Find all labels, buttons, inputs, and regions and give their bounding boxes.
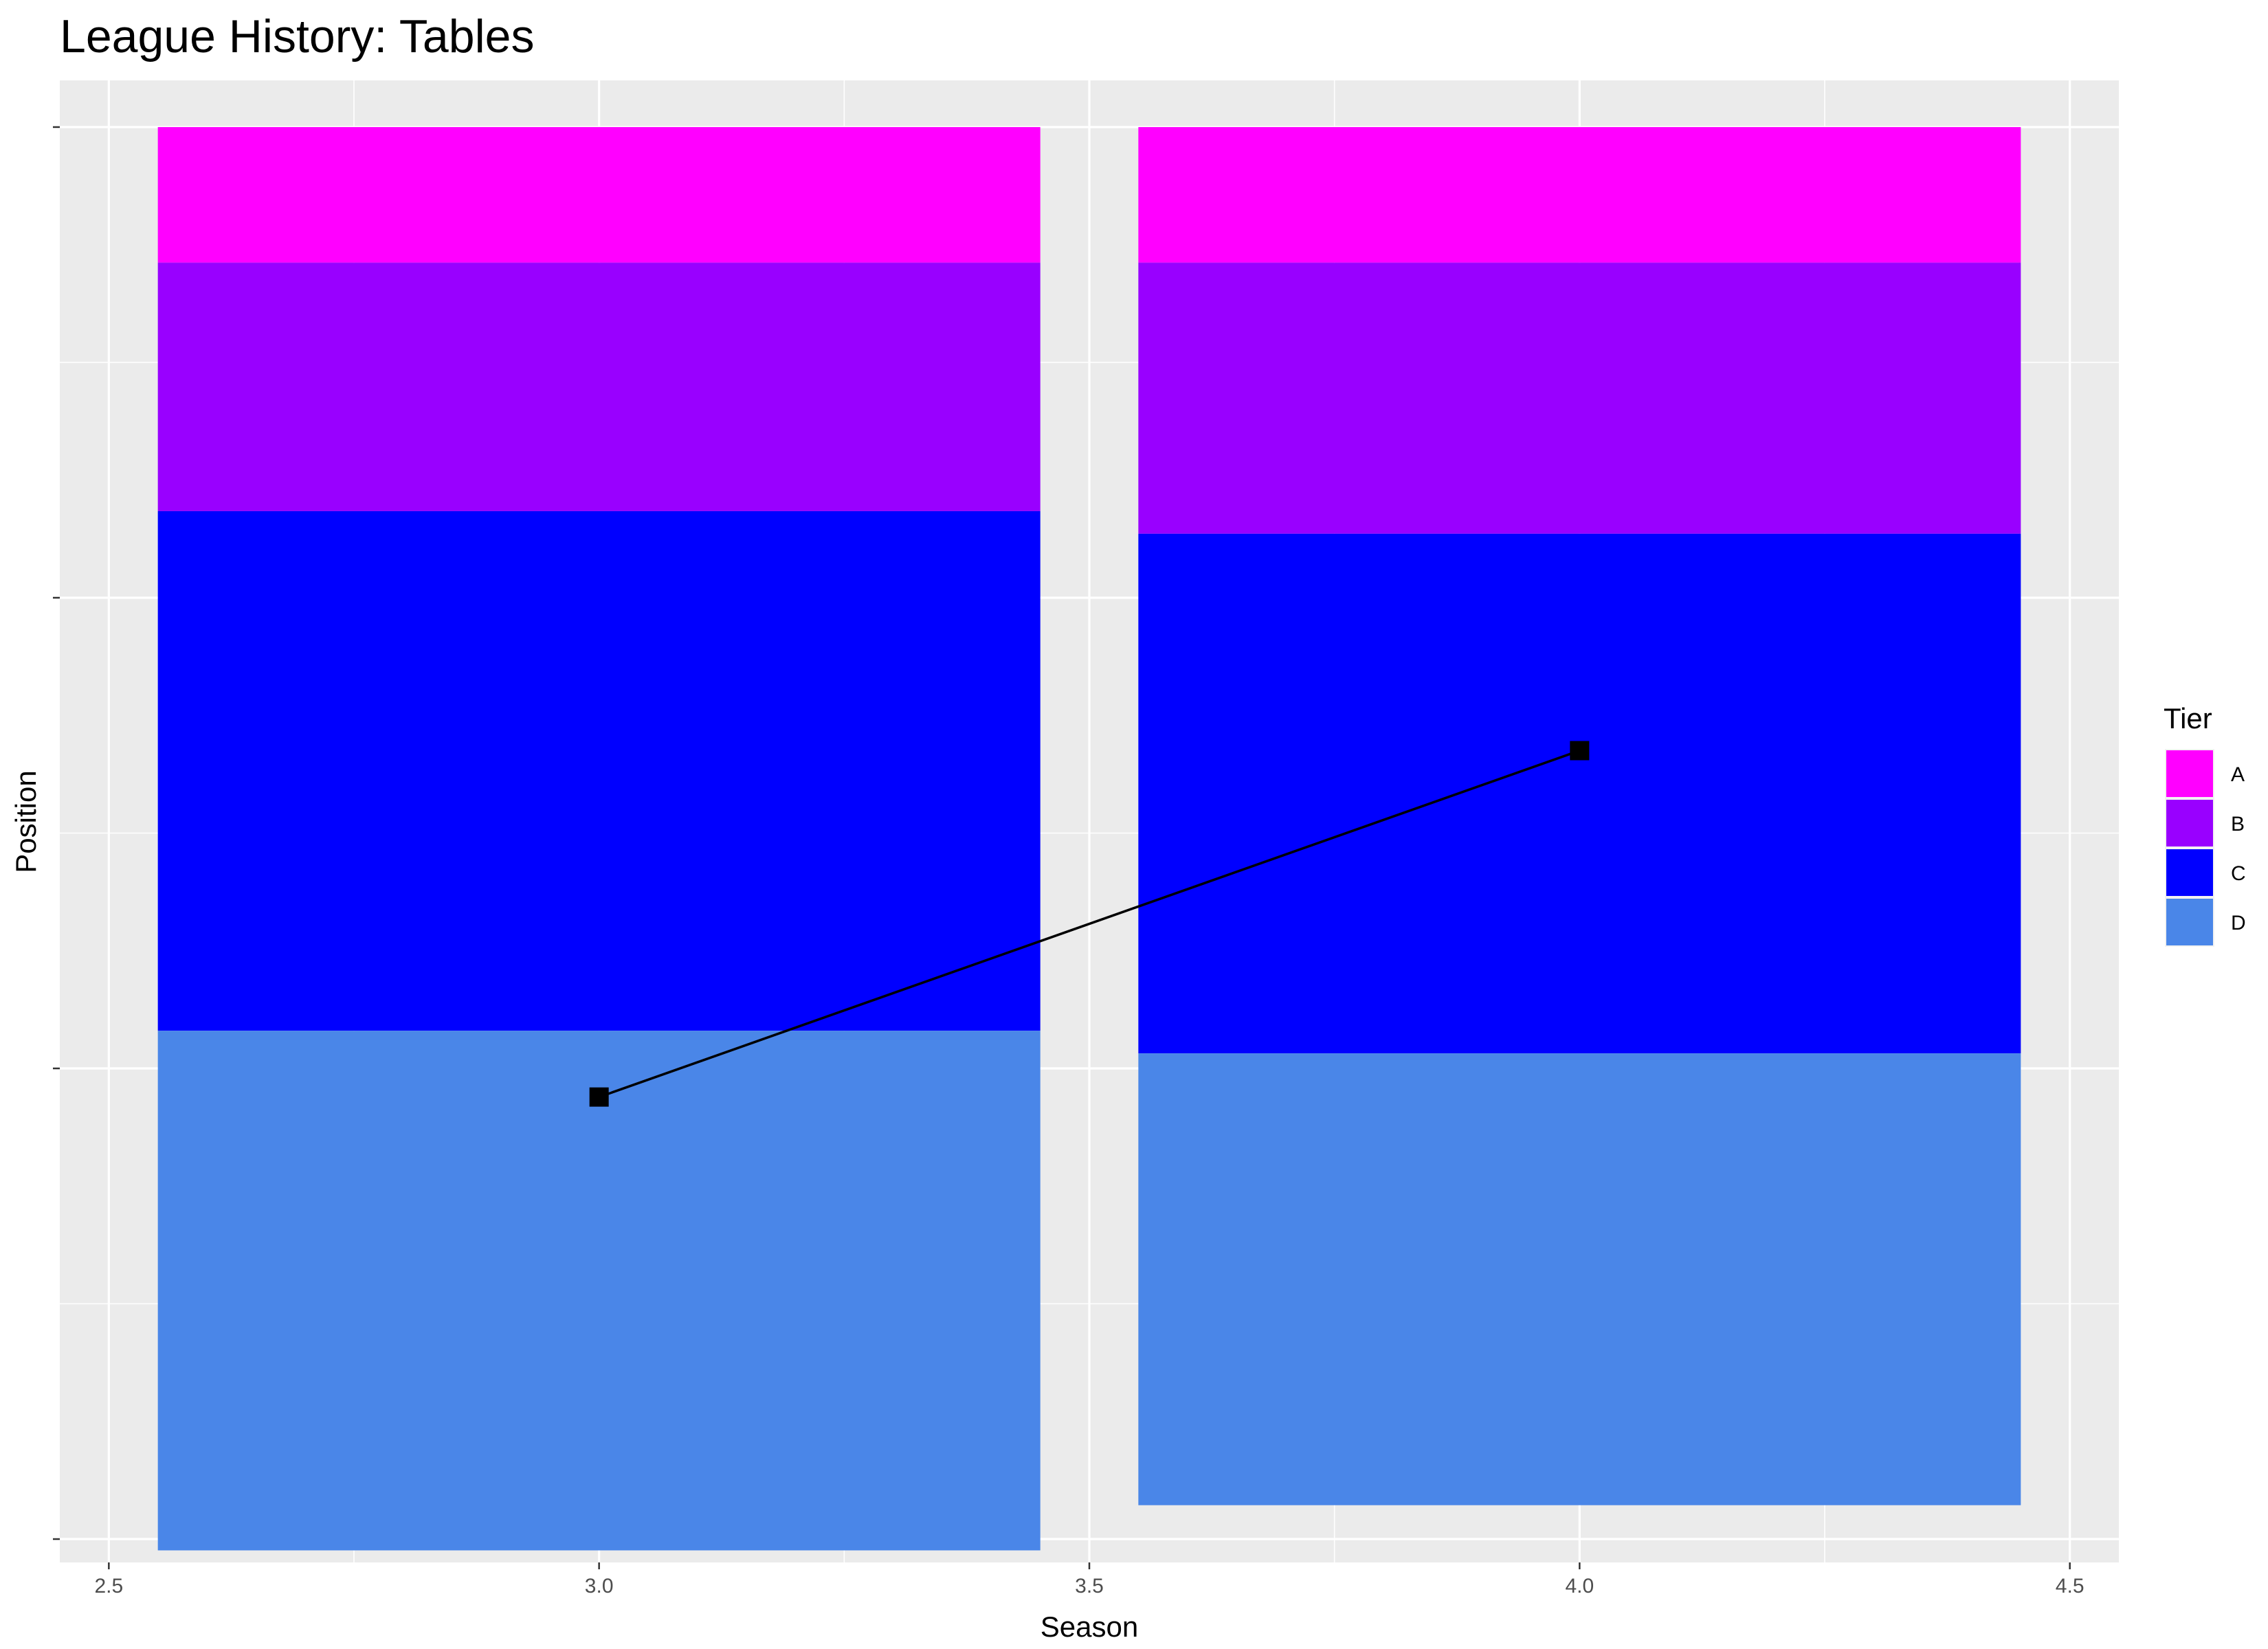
line-series bbox=[589, 741, 1590, 1107]
x-tick-label: 4.0 bbox=[1565, 1575, 1594, 1597]
x-axis-title: Season bbox=[1041, 1611, 1138, 1643]
legend-swatch-d bbox=[2166, 899, 2213, 945]
x-tick-label: 3.5 bbox=[1075, 1575, 1104, 1597]
legend-swatch-c bbox=[2166, 849, 2213, 896]
chart-title: League History: Tables bbox=[60, 10, 535, 63]
legend-label-a: A bbox=[2231, 763, 2245, 786]
bar-segment-d bbox=[1138, 1053, 2021, 1505]
square-point bbox=[589, 1087, 609, 1107]
bar-segment-c bbox=[157, 511, 1041, 1031]
legend-swatch-b bbox=[2166, 800, 2213, 846]
x-tick-label: 2.5 bbox=[94, 1575, 123, 1597]
legend-label-b: B bbox=[2231, 813, 2245, 835]
bar-segment-c bbox=[1138, 533, 2021, 1054]
axes: 2.5 3.0 3.5 4.0 4.5 bbox=[53, 126, 2084, 1597]
bar-segment-a bbox=[1138, 126, 2021, 263]
legend: Tier A B C D bbox=[2164, 702, 2246, 947]
bars bbox=[157, 126, 2021, 1551]
bar-segment-b bbox=[157, 262, 1041, 511]
legend-title: Tier bbox=[2164, 702, 2212, 734]
x-tick-label: 3.0 bbox=[585, 1575, 614, 1597]
x-tick-label: 4.5 bbox=[2056, 1575, 2084, 1597]
legend-label-c: C bbox=[2231, 862, 2246, 885]
y-axis-title: Position bbox=[10, 770, 42, 873]
legend-swatch-a bbox=[2166, 750, 2213, 797]
bar-segment-a bbox=[157, 126, 1041, 263]
bar-segment-b bbox=[1138, 262, 2021, 534]
series-line bbox=[599, 749, 1580, 1099]
legend-label-d: D bbox=[2231, 912, 2246, 934]
bar-segment-d bbox=[157, 1031, 1041, 1551]
square-point bbox=[1570, 741, 1590, 761]
